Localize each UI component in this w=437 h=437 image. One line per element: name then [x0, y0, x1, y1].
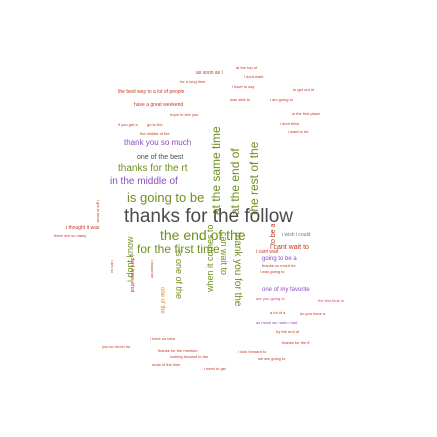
word-was-able-to: was able to: [230, 97, 251, 102]
word-thank-you-for-the: thank you for the: [232, 232, 243, 307]
word-there-are-so-many: there are so many: [54, 233, 87, 238]
word-to-be-a: to be a: [270, 223, 277, 245]
word-have-a-great-weekend: have a great weekend: [134, 102, 184, 108]
word-for-the-first-time: for the first time: [137, 242, 220, 256]
word-the-best-way-to-a-lot-of-people: the best way to a lot of people: [118, 89, 185, 95]
word-i-dont-want: i dont want: [244, 74, 264, 79]
word-go-to-the: go to the: [147, 122, 163, 127]
word-by-the-end-of: by the end of: [276, 329, 300, 334]
word-thanks-for-the-mention: thanks for the mention: [158, 348, 198, 353]
word-is-going-to-be: is going to be: [127, 190, 205, 205]
word-at-the-same-time: at the same time: [209, 126, 223, 215]
word-are-you-going-to: are you going to: [256, 296, 285, 301]
word-at-the-end-of: at the end of: [228, 148, 242, 215]
word-to-get-out-of: to get out of: [293, 87, 315, 92]
word-we-are-going-to: we are going to: [258, 356, 286, 361]
word-i-have-no-idea: i have no idea: [150, 336, 175, 341]
word-thanks-for-the-rt: thanks for the rt: [118, 163, 188, 174]
word-i-hope-you: if you get a: [118, 122, 138, 127]
word-i-need-to-get: i need to get: [204, 366, 227, 371]
word-the-first-time-in: the first time in: [318, 298, 345, 303]
word-thanks-for-the-ff: thanks for the ff: [282, 340, 310, 345]
word-as-much-as-i: as much as i wish i had: [256, 320, 298, 325]
word-in-the-middle-of: in the middle of: [110, 176, 178, 187]
word-at-the-top-of: at the top of: [236, 65, 258, 70]
word-i-dont-know-what: i dont know what: [129, 255, 135, 293]
word-is-one-of-the: is one of the: [174, 250, 184, 300]
word-can-wait-to: can wait to: [219, 232, 229, 276]
word-hope-to-see-you: hope to see you: [170, 112, 199, 117]
word-i-cant-wait: i cant wait: [256, 249, 279, 255]
word-i-want-to-be: i want to be: [288, 129, 309, 134]
word-one-of-my-favorite: one of my favorite: [262, 287, 310, 293]
word-do-you-have-a: do you have a: [300, 311, 326, 316]
word-i-am-so: i am so: [110, 260, 115, 273]
word-i-dont-think: i dont think: [280, 121, 300, 126]
word-going-to-be-a: going to be a: [262, 256, 297, 262]
word-thank-you-so-much: thank you so much: [124, 138, 192, 147]
word-one-of-the: one of the: [159, 287, 165, 314]
word-most-of-the-time: most of the time: [152, 362, 181, 367]
word-a-lot-of-a: a lot of a: [270, 310, 286, 315]
word-i-am-going-to: i am going to: [270, 97, 293, 102]
word-the-middle-of-the: the middle of the: [140, 131, 170, 136]
word-as-soon-as-i: as soon as i: [196, 70, 223, 76]
word-i-wish-i-could: i wish i could: [282, 232, 311, 238]
word-the-end-of-the: the end of the: [160, 227, 246, 243]
word-looking-forward-to-the: looking forward to the: [170, 354, 209, 359]
word-in-the-first-place: in the first place: [292, 111, 321, 116]
word-you-so-much-for: you so much for: [102, 344, 131, 349]
word-i-look-forward-to: i look forward to: [238, 349, 267, 354]
word-i-have-to-say: i have to say: [232, 84, 255, 89]
word-i-cant-wait-to: i cant wait to: [270, 244, 309, 251]
word-thanks-for-the-follow: thanks for the follow: [124, 206, 293, 227]
word-i-got-to-know: i got to know: [96, 200, 101, 223]
word-one-of-the-best: one of the best: [137, 154, 184, 161]
word-the-rest-of-the: the rest of the: [247, 141, 261, 215]
word-for-a-long-time: for a long time: [180, 79, 206, 84]
word-thanks-so-much-for: thanks so much for: [262, 263, 296, 268]
word-i-thought-it-was: i thought it was: [66, 225, 100, 231]
word-i-was-going-to: i was going to: [260, 269, 285, 274]
word-when-it-comes-to: when it comes to: [205, 224, 215, 292]
word-i-would-be: i would be: [150, 260, 155, 279]
